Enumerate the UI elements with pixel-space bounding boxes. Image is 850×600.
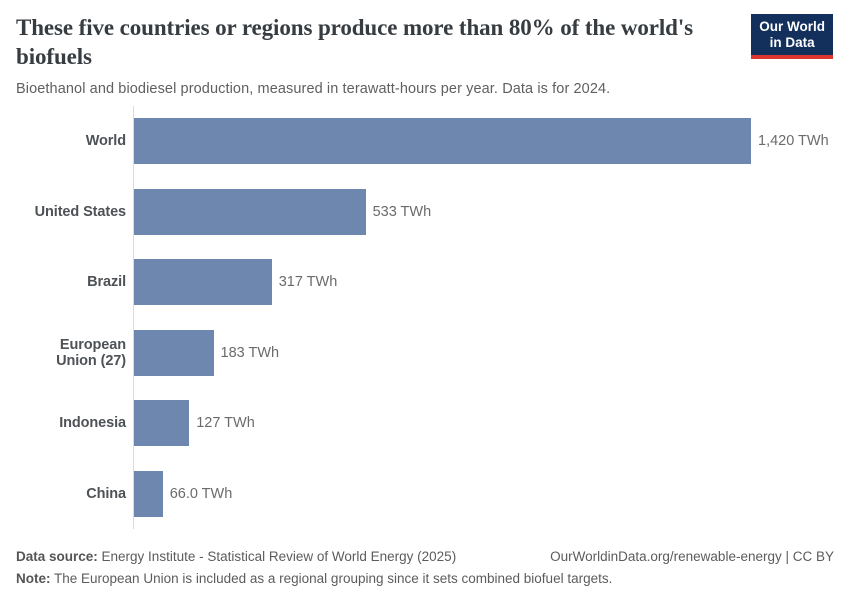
bar-row: Brazil 317 TWh <box>16 247 834 318</box>
bar <box>134 188 366 235</box>
note-text: The European Union is included as a regi… <box>50 570 613 586</box>
bar-track: 533 TWh <box>133 176 834 247</box>
chart-header: These five countries or regions produce … <box>0 0 850 97</box>
bar-row: World 1,420 TWh <box>16 106 834 177</box>
bar-value-label: 183 TWh <box>220 344 280 361</box>
bar-row: Indonesia 127 TWh <box>16 388 834 459</box>
bar-track: 66.0 TWh <box>133 458 834 529</box>
bar-value-label: 1,420 TWh <box>758 133 829 150</box>
owid-logo: Our World in Data <box>751 14 833 59</box>
bar-track: 183 TWh <box>133 317 834 388</box>
bar-row: European Union (27) 183 TWh <box>16 317 834 388</box>
bar-track: 1,420 TWh <box>133 106 834 177</box>
bar-category-label: Brazil <box>87 274 126 291</box>
bar-category-label: China <box>86 485 126 502</box>
bar-row: China 66.0 TWh <box>16 458 834 529</box>
owid-logo-line1: Our World <box>759 19 825 34</box>
bar-value-label: 533 TWh <box>372 203 432 220</box>
attribution-link[interactable]: OurWorldinData.org/renewable-energy | CC… <box>550 549 834 564</box>
data-source-label: Data source: <box>16 549 98 564</box>
chart-subtitle: Bioethanol and biodiesel production, mea… <box>16 80 611 97</box>
chart-title: These five countries or regions produce … <box>16 15 693 70</box>
bar-category-label: European Union (27) <box>56 336 126 369</box>
bar-track: 317 TWh <box>133 247 834 318</box>
data-source: Data source: Energy Institute - Statisti… <box>16 546 456 568</box>
bar-value-label: 127 TWh <box>196 415 255 432</box>
bar <box>134 259 272 306</box>
bar <box>134 118 751 165</box>
bar-category-label: Indonesia <box>59 415 126 432</box>
footer-note-line: Note: The European Union is included as … <box>16 568 834 590</box>
owid-logo-line2: in Data <box>769 34 815 50</box>
bar-value-label: 317 TWh <box>278 274 338 291</box>
bar <box>134 329 214 376</box>
bar-category-label: United States <box>34 203 126 220</box>
footer-source-line: Data source: Energy Institute - Statisti… <box>16 546 834 568</box>
bar-row: United States 533 TWh <box>16 176 834 247</box>
bar-value-label: 66.0 TWh <box>169 485 233 502</box>
bar-category-label: World <box>85 133 126 150</box>
note-label: Note: <box>16 570 51 586</box>
bar-chart: World 1,420 TWh United States 533 TWh Br… <box>16 106 834 529</box>
chart-footer: Data source: Energy Institute - Statisti… <box>16 546 834 589</box>
bar <box>134 470 163 517</box>
bar <box>134 400 190 447</box>
bar-track: 127 TWh <box>133 388 834 459</box>
data-source-text: Energy Institute - Statistical Review of… <box>97 549 457 564</box>
